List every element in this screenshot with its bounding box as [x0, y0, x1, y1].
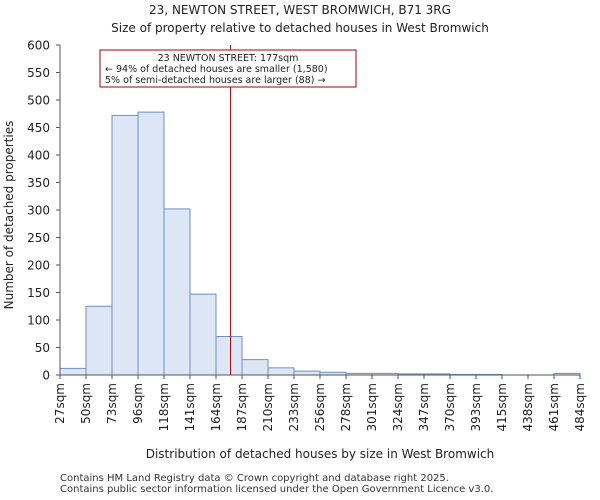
bar-27sqm — [59, 367, 87, 376]
x-tick-label: 187sqm — [235, 383, 249, 431]
y-tick-label: 300 — [27, 204, 50, 218]
y-axis-ticks: 0 50 100 150 200 250 300 350 400 450 500 550 600 — [27, 39, 60, 383]
y-tick-label: 500 — [27, 94, 50, 108]
y-tick-label: 100 — [27, 314, 50, 328]
annotation-line-3: 5% of semi-detached houses are larger (8… — [105, 75, 325, 86]
bar-233sqm — [293, 370, 321, 376]
x-tick-label: 347sqm — [417, 383, 431, 431]
x-tick-label: 27sqm — [53, 383, 67, 424]
x-tick-label: 256sqm — [313, 383, 327, 431]
annotation-line-1: 23 NEWTON STREET: 177sqm — [158, 53, 299, 64]
chart-title: 23, NEWTON STREET, WEST BROMWICH, B71 3R… — [149, 3, 451, 17]
x-tick-label: 415sqm — [495, 383, 509, 431]
x-tick-label: 278sqm — [339, 383, 353, 431]
bar-141sqm — [189, 293, 217, 376]
y-axis-label: Number of detached properties — [2, 121, 16, 310]
y-tick-label: 400 — [27, 149, 50, 163]
y-tick-label: 50 — [35, 341, 50, 355]
x-tick-label: 96sqm — [131, 383, 145, 424]
y-tick-label: 150 — [27, 286, 50, 300]
x-tick-label: 301sqm — [365, 383, 379, 431]
x-tick-label: 461sqm — [547, 383, 561, 431]
x-tick-label: 50sqm — [79, 383, 93, 424]
bar-96sqm — [137, 111, 165, 376]
y-tick-label: 200 — [27, 259, 50, 273]
x-axis-label: Distribution of detached houses by size … — [146, 447, 495, 461]
x-axis-ticks: 27sqm 50sqm 73sqm 96sqm 118sqm 141sqm 164sqm 18… — [53, 375, 587, 431]
footer: Contains HM Land Registry data © Crown c… — [60, 473, 493, 495]
bar-group — [59, 111, 581, 376]
x-tick-label: 438sqm — [521, 383, 535, 431]
annotation-box — [99, 49, 357, 88]
footer-copyright: Contains HM Land Registry data © Crown c… — [60, 473, 449, 484]
annotation-line-2: ← 94% of detached houses are smaller (1,… — [105, 64, 328, 75]
x-tick-label: 393sqm — [469, 383, 483, 431]
chart-subtitle: Size of property relative to detached ho… — [111, 21, 489, 35]
x-tick-label: 324sqm — [391, 383, 405, 431]
x-tick-label: 233sqm — [287, 383, 301, 431]
footer-licence: Contains public sector information licen… — [60, 484, 494, 495]
bar-73sqm — [111, 114, 139, 376]
bar-210sqm — [267, 367, 295, 376]
y-tick-label: 0 — [42, 369, 50, 383]
x-tick-label: 73sqm — [105, 383, 119, 424]
y-tick-label: 450 — [27, 121, 50, 135]
x-tick-label: 118sqm — [157, 383, 171, 431]
y-tick-label: 550 — [27, 66, 50, 80]
x-tick-label: 210sqm — [261, 383, 275, 431]
x-tick-label: 484sqm — [573, 383, 587, 431]
x-tick-label: 370sqm — [443, 383, 457, 431]
bar-164sqm — [215, 336, 243, 376]
x-tick-label: 141sqm — [183, 383, 197, 431]
bar-118sqm — [163, 208, 191, 376]
y-tick-label: 350 — [27, 176, 50, 190]
x-tick-label: 164sqm — [209, 383, 223, 431]
bar-50sqm — [85, 305, 113, 376]
bar-187sqm — [241, 359, 269, 376]
y-tick-label: 600 — [27, 39, 50, 53]
y-tick-label: 250 — [27, 231, 50, 245]
